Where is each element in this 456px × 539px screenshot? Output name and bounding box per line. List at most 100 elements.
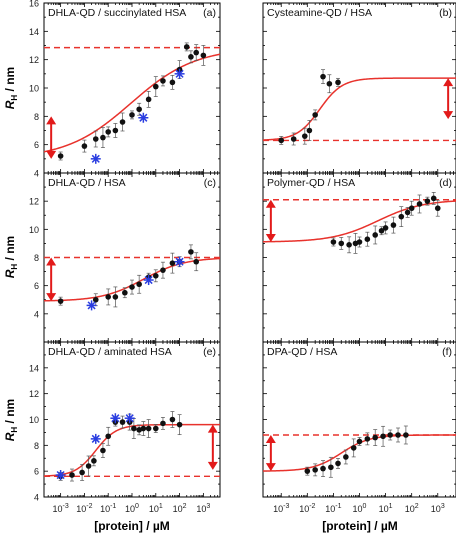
x-tick-label: 102	[173, 503, 187, 514]
data-point	[356, 438, 363, 445]
data-point	[169, 416, 176, 423]
x-axis-label: [protein] / µM	[322, 519, 398, 533]
star-marker	[110, 413, 121, 424]
data-point	[278, 137, 285, 144]
data-point	[92, 296, 99, 303]
x-tick-label: 101	[149, 503, 163, 514]
star-marker	[143, 275, 154, 286]
star-stroke	[125, 414, 134, 423]
data-point	[320, 73, 326, 80]
data-point	[81, 143, 88, 149]
star-stroke	[175, 69, 184, 78]
panel-letter: (b)	[439, 7, 452, 19]
y-tick-label: 14	[29, 27, 39, 37]
delta-arrow-head-down	[265, 234, 276, 243]
plot-frame	[43, 2, 221, 174]
plot-frame	[262, 2, 456, 174]
data-point	[306, 127, 313, 134]
data-point	[398, 213, 405, 220]
data-point	[193, 258, 200, 265]
data-point	[112, 127, 119, 134]
star-stroke	[139, 113, 148, 122]
data-point	[320, 465, 326, 472]
panel-title: Cysteamine-QD / HSA	[267, 7, 372, 19]
data-point	[105, 129, 112, 135]
data-point	[328, 464, 334, 471]
panel-f: 10-3 10-2 10-1 100 101 102 103 DPA-QD / HSA (f)	[262, 341, 456, 514]
data-point	[188, 249, 194, 255]
delta-arrow-head-up	[265, 435, 276, 443]
plot-frame	[262, 341, 456, 498]
panel-letter: (c)	[204, 177, 216, 189]
data-point	[152, 425, 159, 432]
data-point	[312, 467, 318, 473]
x-tick-label: 10-3	[273, 503, 289, 514]
y-tick-label: 4	[34, 493, 39, 503]
data-point	[404, 209, 411, 216]
data-point	[364, 236, 371, 242]
data-point	[193, 49, 200, 56]
data-point	[136, 106, 142, 113]
data-point	[364, 436, 371, 442]
data-point	[160, 420, 166, 427]
data-point	[152, 273, 159, 279]
panel-title: DHLA-QD / aminated HSA	[48, 346, 172, 358]
fit-curve	[43, 257, 221, 302]
data-point	[380, 433, 386, 440]
panel-d: Polymer-QD / HSA (d)	[262, 172, 456, 343]
data-point	[91, 458, 97, 464]
data-point	[290, 136, 297, 142]
data-point	[301, 133, 308, 139]
y-tick-label: 6	[34, 140, 39, 150]
y-tick-label: 12	[29, 55, 39, 65]
x-tick-label: 10-3	[53, 503, 69, 514]
panel-e: 10-3 10-2 10-1 100 101 102 103 4 6 8 10 12 14 DHLA-QD…	[29, 341, 221, 514]
y-tick-label: 12	[29, 197, 39, 207]
panel-letter: (d)	[439, 177, 452, 189]
star-stroke	[144, 275, 153, 285]
data-point	[105, 433, 112, 440]
panel-c: 4 6 8 10 12 DHLA-QD / HSA (c)	[29, 172, 221, 343]
fit-curve	[43, 53, 221, 153]
panel-letter: (f)	[442, 346, 452, 358]
x-tick-label: 100	[353, 503, 367, 514]
data-point	[140, 425, 147, 432]
star-stroke	[91, 154, 100, 163]
data-point	[69, 472, 75, 478]
star-marker	[174, 256, 185, 267]
data-point	[57, 298, 64, 304]
star-marker	[55, 470, 66, 481]
data-point	[335, 79, 341, 86]
delta-arrow-head-down	[265, 463, 276, 472]
x-tick-label: 100	[125, 503, 139, 514]
y-tick-label: 6	[34, 467, 39, 477]
star-stroke	[87, 301, 96, 310]
y-axis-label: RH / nm	[3, 236, 19, 278]
x-tick-label: 10-1	[325, 503, 341, 514]
data-point	[378, 227, 385, 234]
delta-arrow-head-down	[443, 111, 454, 120]
delta-arrow-head-up	[46, 257, 57, 266]
data-point	[343, 454, 349, 460]
delta-arrow-head-up	[207, 424, 218, 433]
panel-letter: (a)	[203, 7, 216, 19]
data-point	[335, 460, 341, 467]
delta-arrow-head-up	[443, 78, 454, 87]
data-point	[330, 239, 337, 245]
data-point	[408, 205, 415, 212]
star-marker	[174, 68, 185, 79]
fit-curve	[43, 423, 220, 477]
data-point	[100, 134, 106, 141]
delta-arrow-head-up	[46, 116, 57, 125]
data-point	[390, 222, 397, 228]
data-point	[145, 425, 152, 432]
y-tick-label: 16	[29, 0, 39, 9]
data-point	[387, 432, 393, 438]
data-point	[79, 469, 85, 476]
data-point	[372, 232, 379, 238]
star-marker	[90, 433, 101, 444]
data-point	[105, 294, 112, 300]
y-tick-label: 4	[34, 169, 39, 179]
y-tick-label: 10	[29, 415, 39, 425]
